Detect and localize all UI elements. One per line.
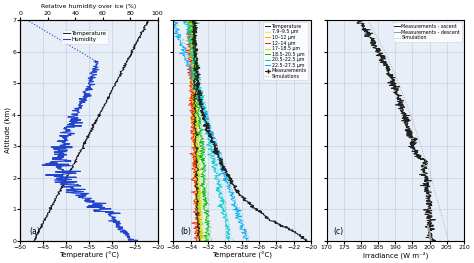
Legend: Measurements - ascent, Measurements - descent, Simulation: Measurements - ascent, Measurements - de… [393, 22, 462, 42]
Humidity [91, 59, 97, 63]
X-axis label: Relative humidity over ice (%): Relative humidity over ice (%) [41, 4, 137, 9]
Temperature [100, 108, 105, 111]
Legend: Temperature, Humidity: Temperature, Humidity [62, 29, 108, 44]
Temperature [86, 134, 91, 138]
Line: Humidity: Humidity [42, 61, 137, 241]
X-axis label: Irradiance (W m⁻²): Irradiance (W m⁻²) [363, 251, 428, 259]
Humidity [52, 181, 58, 184]
X-axis label: Temperature (°C): Temperature (°C) [59, 251, 119, 259]
Temperature [142, 24, 148, 27]
Humidity [112, 218, 118, 221]
Humidity [133, 239, 138, 242]
Y-axis label: Altitude (km): Altitude (km) [4, 108, 11, 153]
Text: (a): (a) [30, 227, 41, 236]
Temperature [94, 120, 100, 123]
Temperature [31, 239, 37, 242]
Temperature [86, 133, 91, 136]
Temperature [145, 18, 150, 22]
Humidity [76, 109, 82, 112]
X-axis label: Temperature (°C): Temperature (°C) [212, 251, 272, 259]
Humidity [62, 126, 67, 129]
Line: Temperature: Temperature [34, 20, 148, 241]
Text: (c): (c) [334, 227, 344, 236]
Humidity [61, 168, 66, 171]
Text: (b): (b) [180, 227, 191, 236]
Legend: Temperature, 7.9–9.5 μm, 10–12 μm, 12–14 μm, 17–18.5 μm, 18.5–20.5 μm, 20.5–22.5: Temperature, 7.9–9.5 μm, 10–12 μm, 12–14… [264, 22, 309, 80]
Humidity [74, 109, 80, 113]
Temperature [125, 58, 131, 62]
